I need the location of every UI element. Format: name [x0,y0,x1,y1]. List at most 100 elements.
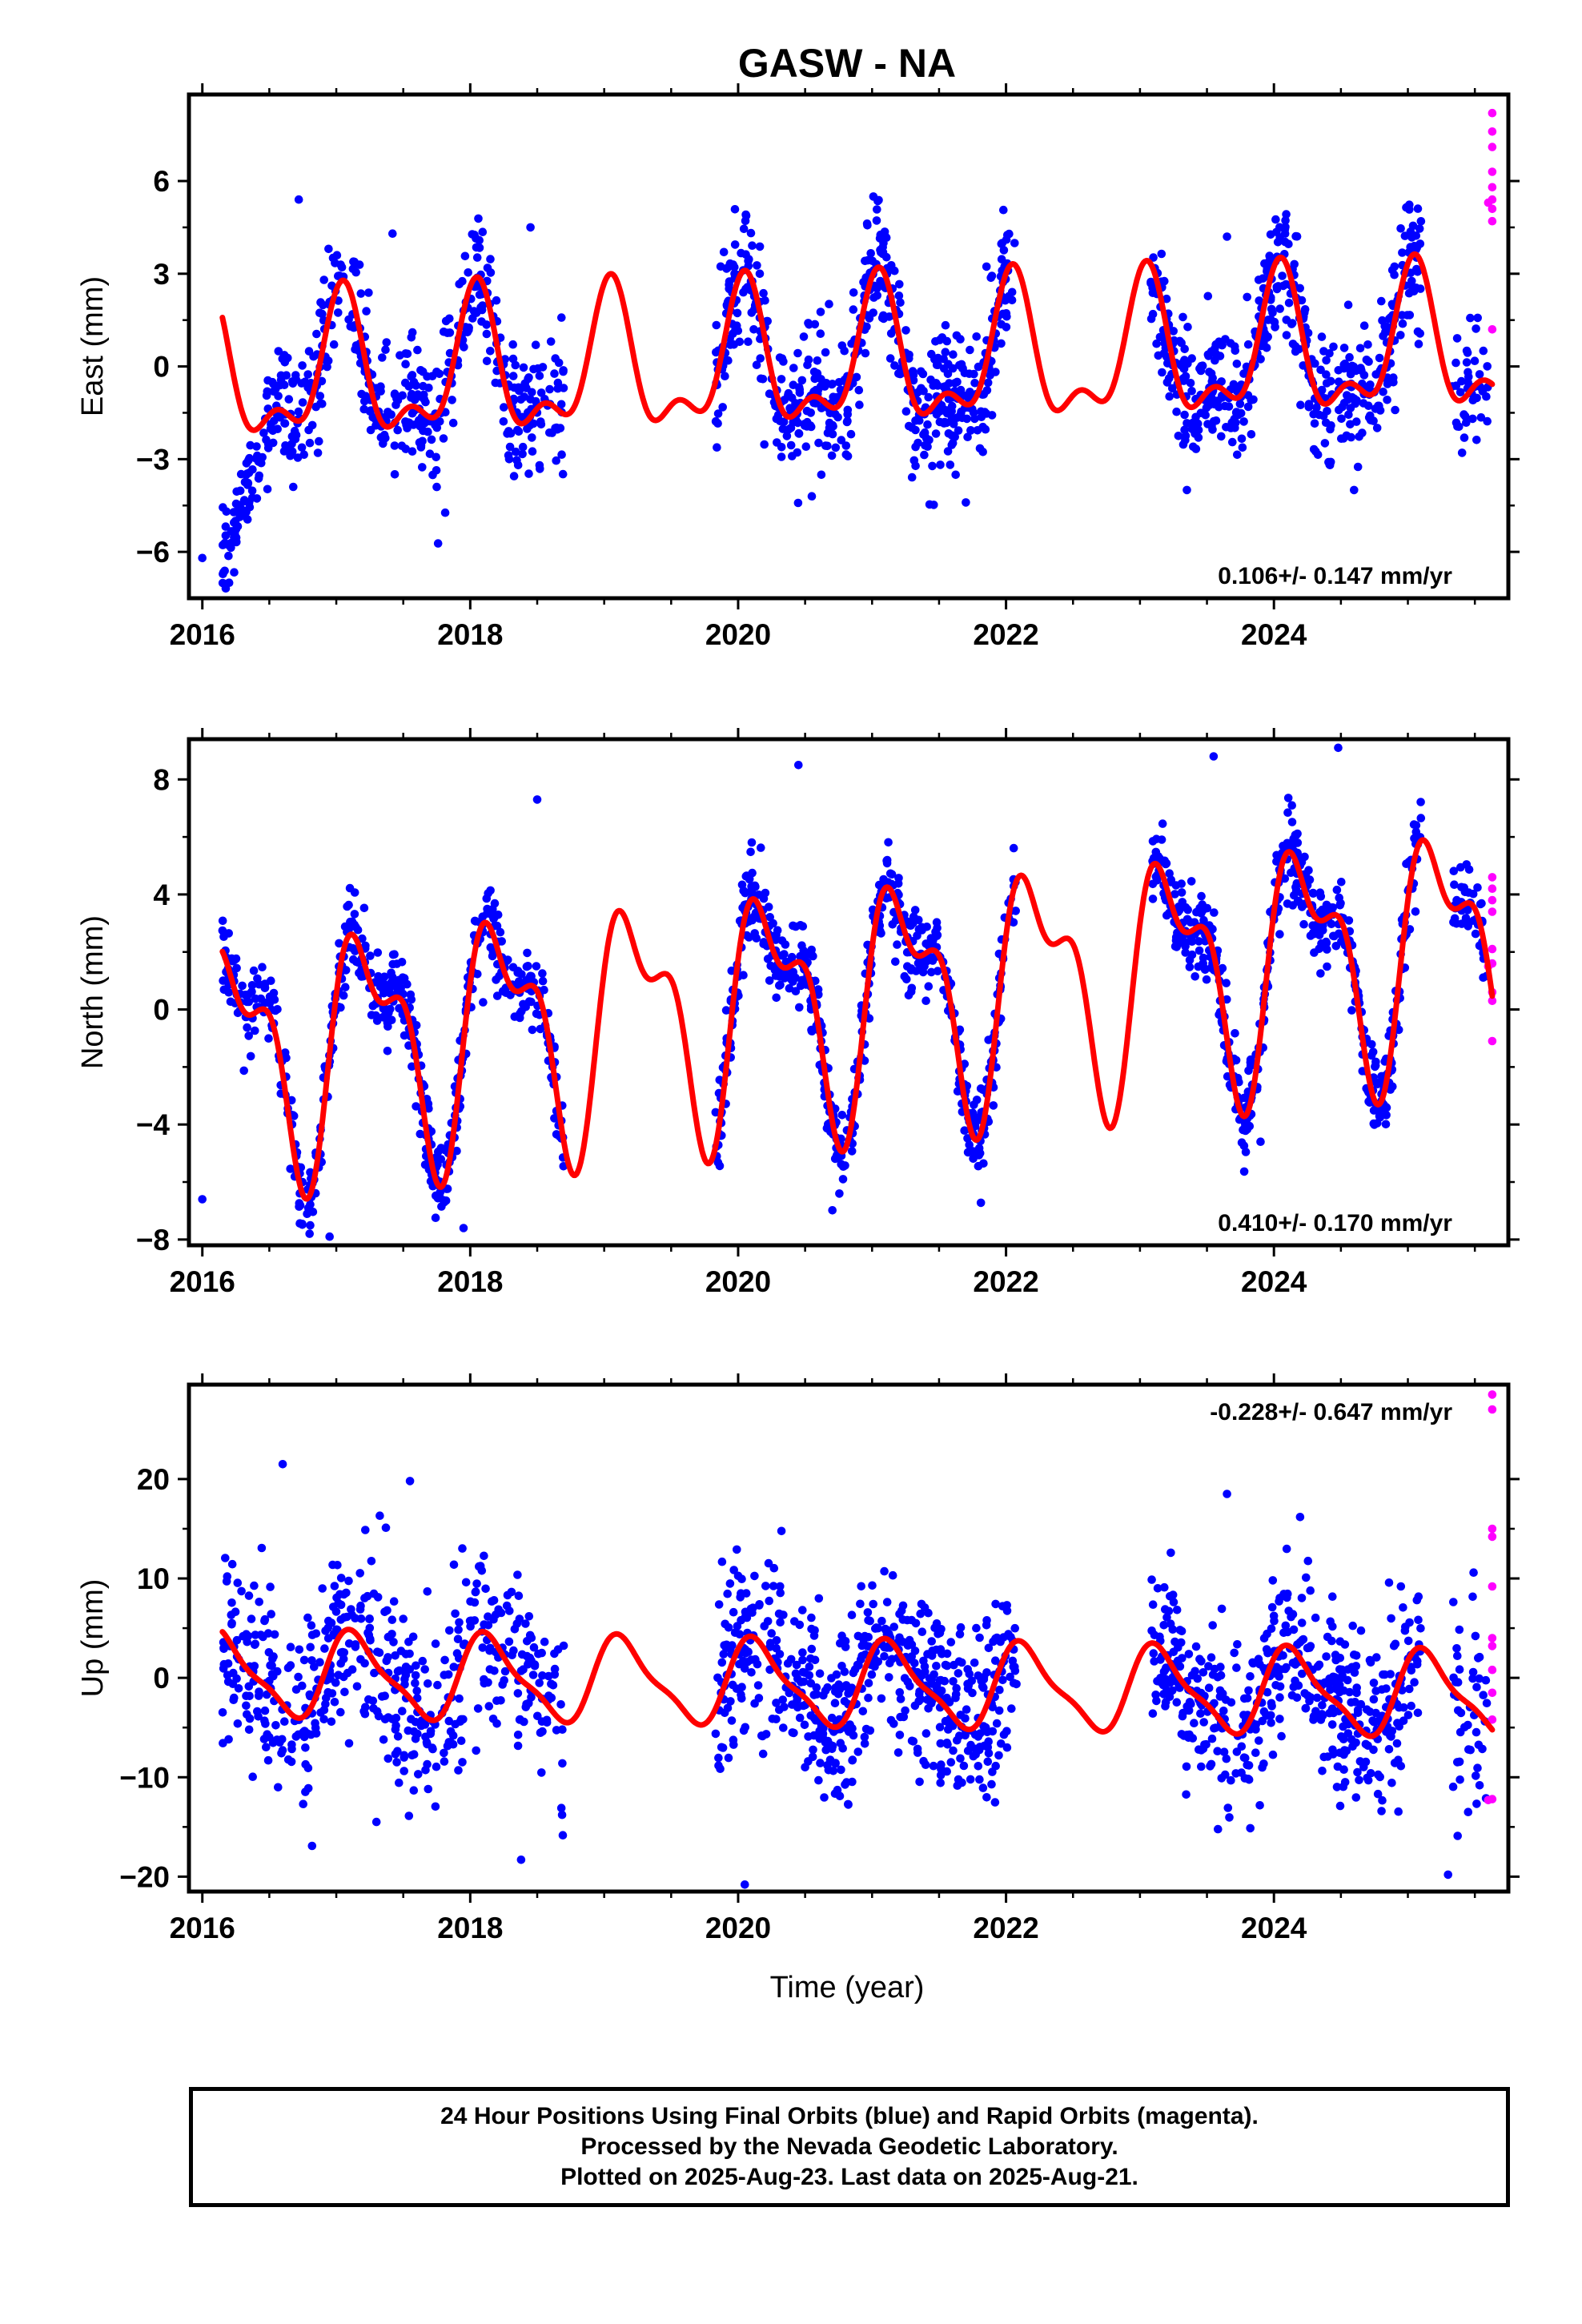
final-orbit-point [747,1668,756,1677]
final-orbit-point [536,388,546,397]
y-tick-label: −4 [136,1108,171,1141]
final-orbit-point [516,395,525,404]
final-orbit-point [793,348,802,358]
final-orbit-point [778,424,788,433]
final-orbit-point [538,976,548,986]
final-orbit-point [869,293,878,302]
final-orbit-point [1377,1807,1386,1815]
final-orbit-point [857,1641,867,1651]
final-orbit-point [550,369,559,378]
final-orbit-point [398,1707,407,1715]
final-orbit-point [1152,339,1161,348]
final-orbit-point [1311,921,1320,930]
final-orbit-point [1168,1590,1178,1599]
final-orbit-point [959,1761,969,1771]
final-orbit-point [266,1582,275,1591]
final-orbit-point [263,485,272,494]
final-orbit-point [747,882,756,891]
final-orbit-point [1197,1762,1206,1771]
final-orbit-point [970,379,979,388]
final-orbit-point [733,321,741,331]
final-orbit-point [816,308,825,316]
final-orbit-point [448,418,458,428]
final-orbit-point [320,1644,329,1653]
final-orbit-point [890,361,899,370]
final-orbit-point [424,427,432,436]
final-orbit-point [1311,1613,1320,1622]
final-orbit-point [445,1626,454,1635]
final-orbit-point [1373,1789,1383,1799]
final-orbit-point [980,1741,989,1751]
final-orbit-point [730,204,740,214]
final-orbit-point [982,386,992,395]
final-orbit-point [1352,1688,1361,1698]
final-orbit-point [1335,1801,1345,1811]
final-orbit-point [789,921,797,931]
final-orbit-point [938,333,947,342]
final-orbit-point [486,347,495,356]
final-orbit-point [1353,462,1363,472]
final-orbit-point [991,1599,1000,1609]
final-orbit-point [811,1715,821,1725]
final-orbit-point [807,1644,817,1654]
final-orbit-point [966,426,975,435]
final-orbit-point [730,269,739,279]
final-orbit-point [853,1747,863,1756]
final-orbit-point [845,1727,853,1736]
final-orbit-point [1207,376,1217,386]
final-orbit-point [848,1755,857,1764]
final-orbit-point [1247,430,1256,439]
final-orbit-point [801,442,811,451]
final-orbit-point [242,1691,251,1700]
final-orbit-point [769,1582,778,1590]
x-tick-label: 2018 [437,1265,503,1298]
final-orbit-point [528,388,536,397]
final-orbit-point [1160,276,1169,286]
final-orbit-point [858,1707,868,1716]
final-orbit-point [1338,403,1347,412]
final-orbit-point [284,395,294,404]
final-orbit-point [1241,1754,1250,1763]
final-orbit-point [789,418,797,427]
final-orbit-point [855,400,864,409]
final-orbit-point [390,441,400,450]
final-orbit-point [913,931,921,940]
final-orbit-point [294,407,303,416]
final-orbit-point [782,432,792,440]
final-orbit-point [726,1697,735,1706]
final-orbit-point [1473,313,1482,323]
final-orbit-point [962,1705,971,1714]
x-tick-label: 2024 [1241,618,1307,651]
final-orbit-point [374,971,383,981]
final-orbit-point [512,1619,522,1628]
final-orbit-point [1303,1643,1312,1653]
final-orbit-point [475,243,484,252]
final-orbit-point [251,1026,259,1035]
final-orbit-point [538,969,547,978]
final-orbit-point [901,407,911,416]
final-orbit-point [974,362,983,372]
final-orbit-point [1347,1006,1356,1015]
final-orbit-point [334,1671,343,1679]
final-orbit-point [306,1200,315,1209]
final-orbit-point [1182,1762,1191,1771]
final-orbit-point [307,1656,316,1665]
final-orbit-point [925,500,934,509]
final-orbit-point [746,228,756,238]
final-orbit-point [279,447,289,456]
final-orbit-point [1203,292,1213,301]
final-orbit-point [714,1600,724,1609]
final-orbit-point [396,1647,406,1655]
final-orbit-point [1006,1672,1014,1682]
final-orbit-point [972,332,981,341]
final-orbit-point [1351,1662,1361,1671]
final-orbit-point [347,1605,355,1614]
final-orbit-point [1211,349,1221,359]
final-orbit-point [876,276,885,286]
final-orbit-point [1412,1595,1422,1605]
final-orbit-point [1319,347,1328,356]
final-orbit-point [1280,1664,1290,1674]
final-orbit-point [451,1719,460,1729]
final-orbit-point [1299,1634,1308,1644]
